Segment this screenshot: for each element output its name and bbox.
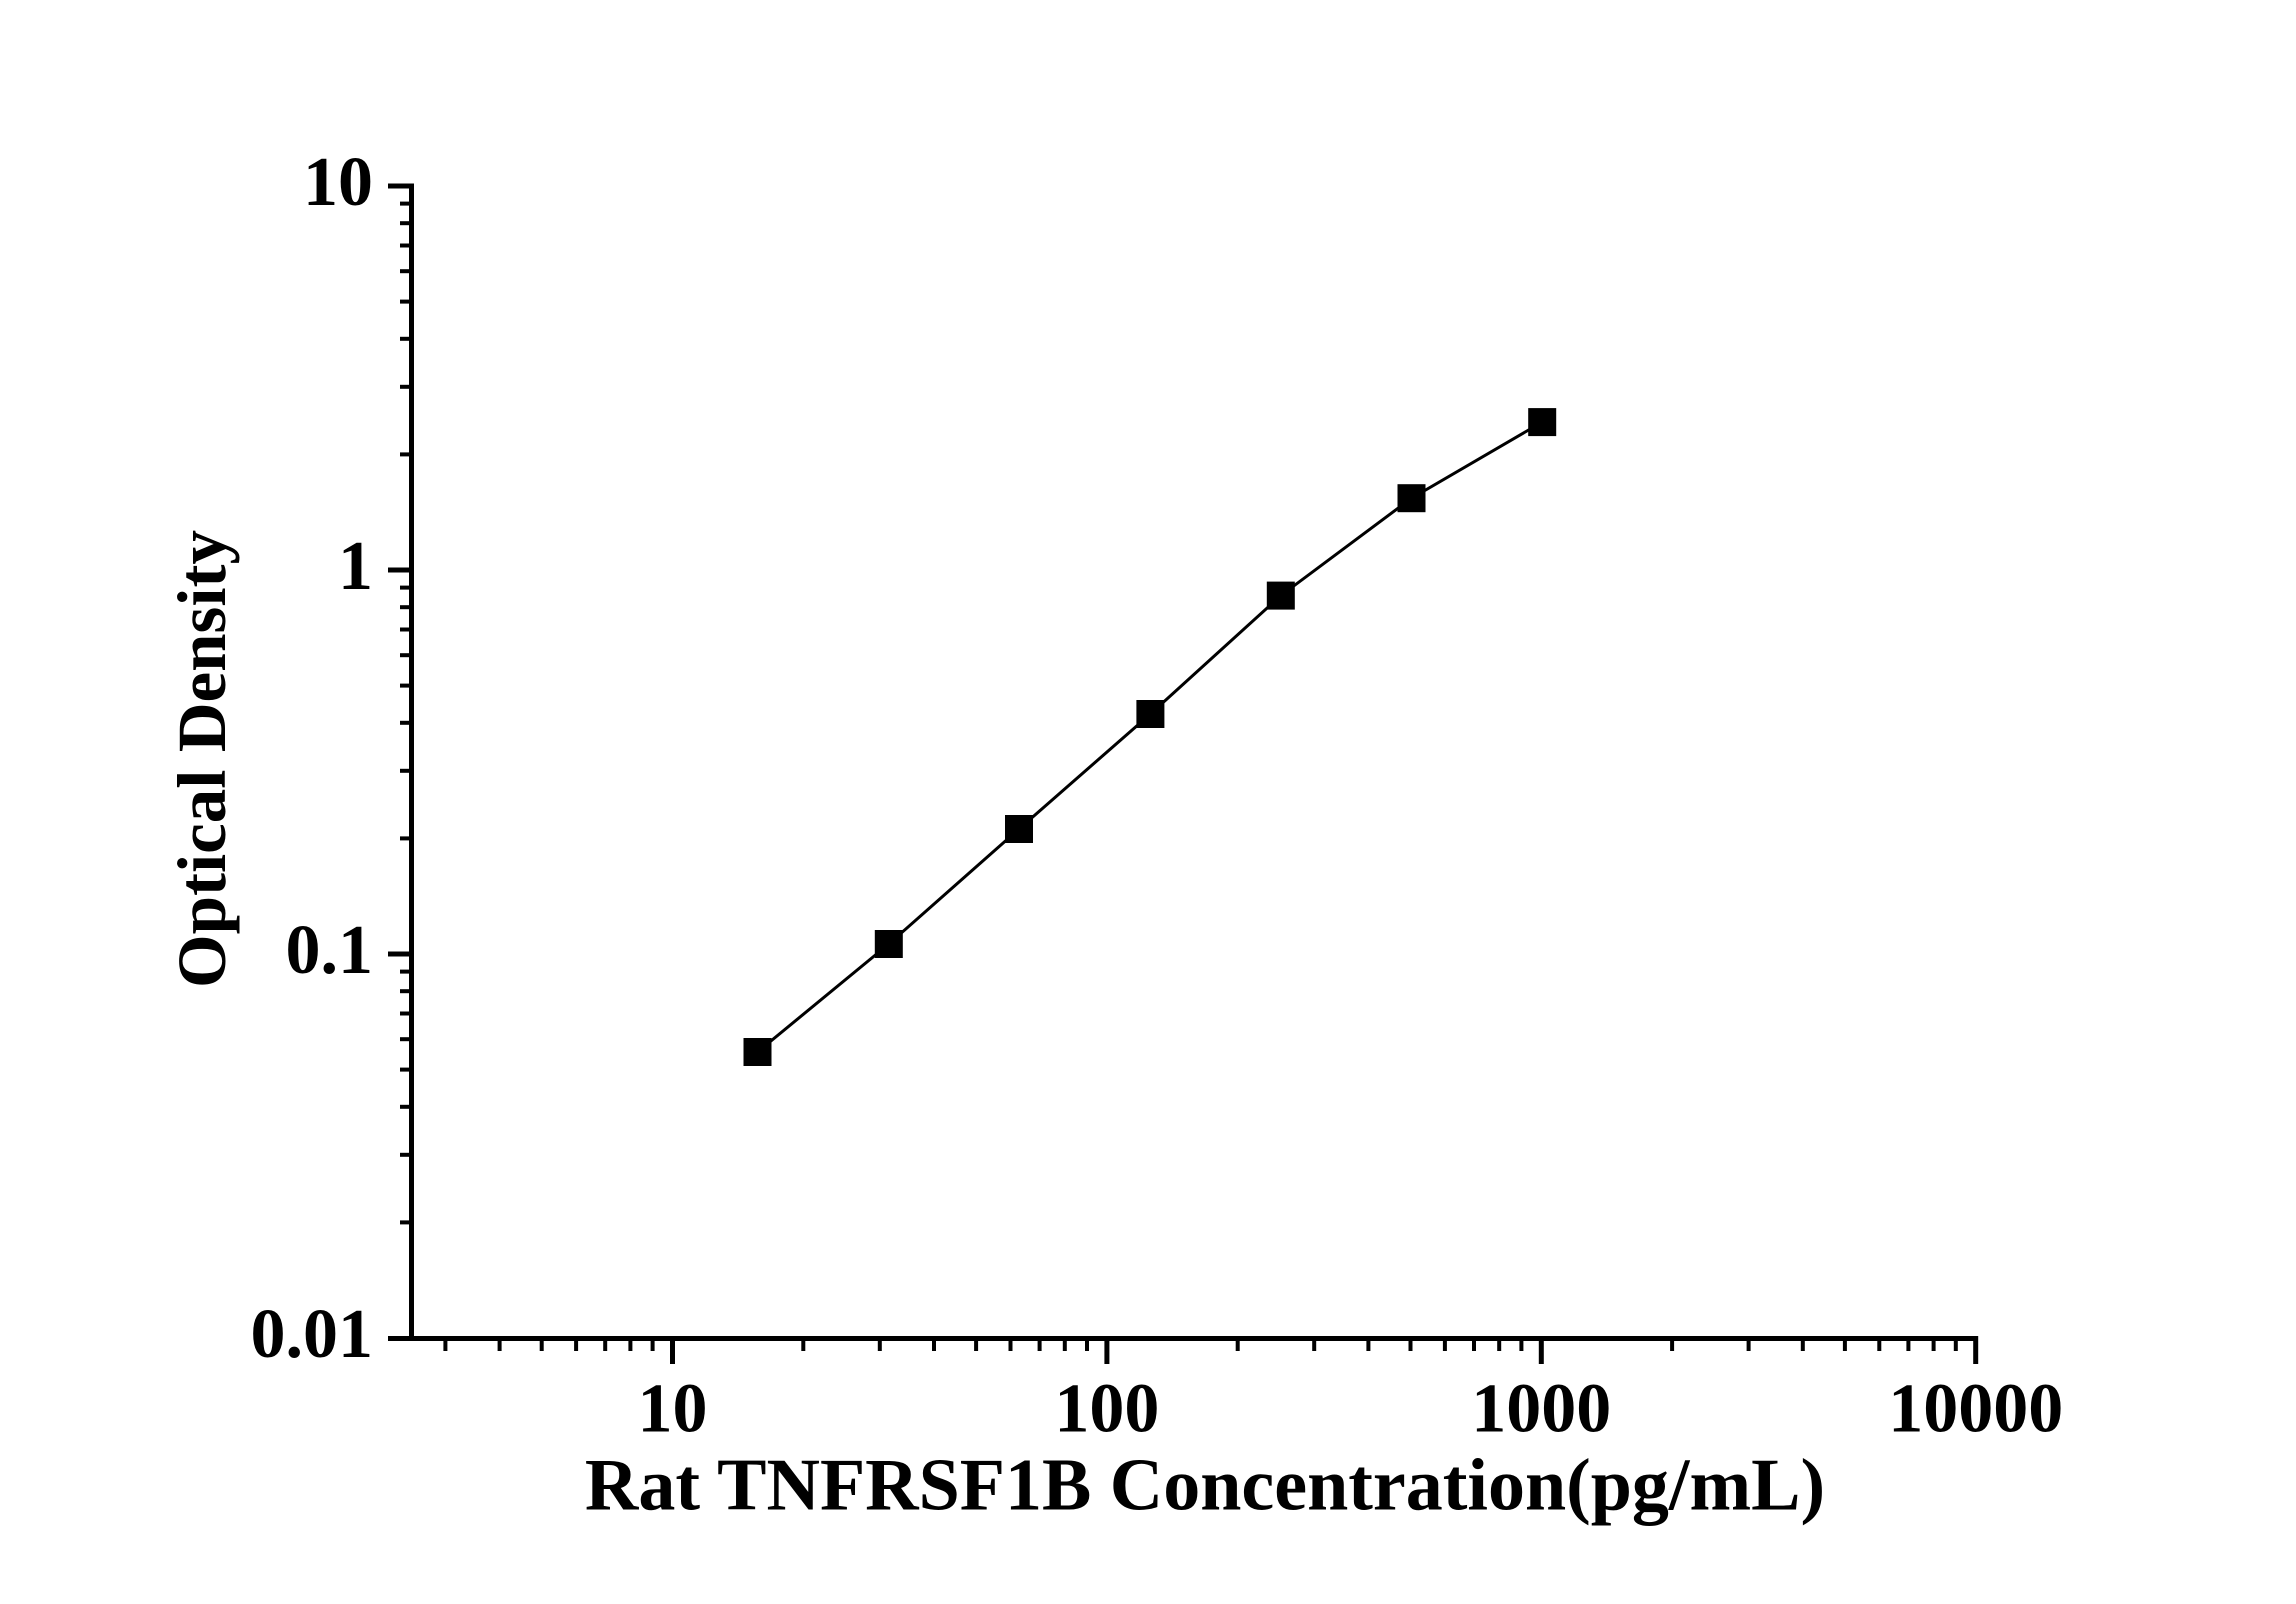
svg-text:1000: 1000 xyxy=(1471,1371,1611,1448)
svg-text:0.1: 0.1 xyxy=(286,912,374,989)
svg-text:10: 10 xyxy=(303,144,373,221)
svg-text:10000: 10000 xyxy=(1888,1371,2063,1448)
svg-text:100: 100 xyxy=(1054,1371,1159,1448)
svg-text:1: 1 xyxy=(338,528,373,605)
svg-text:10: 10 xyxy=(638,1371,708,1448)
svg-text:Rat TNFRSF1B Concentration(pg/: Rat TNFRSF1B Concentration(pg/mL) xyxy=(585,1445,1825,1527)
svg-text:Optical Density: Optical Density xyxy=(164,530,240,988)
svg-text:0.01: 0.01 xyxy=(251,1296,374,1373)
